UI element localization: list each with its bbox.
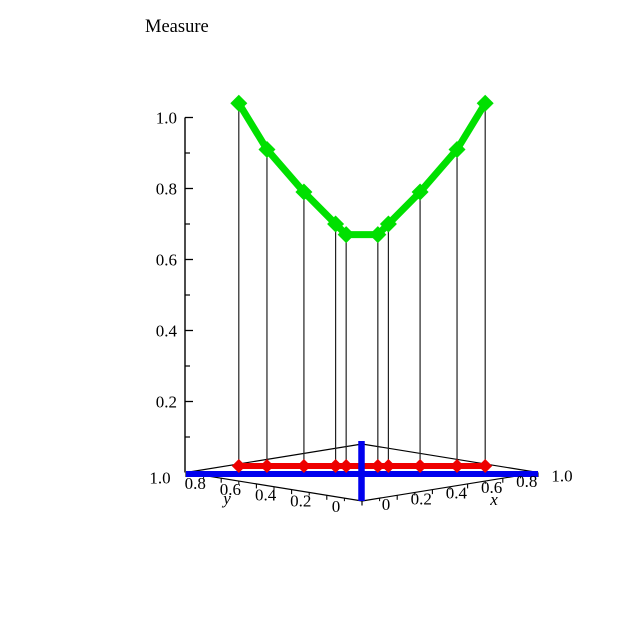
measure-axis-tick-label: 0.4 (156, 322, 178, 341)
measure-axis-group (184, 116, 193, 473)
x-axis-tick-label: 1.0 (551, 467, 572, 486)
projection-point-marker (339, 459, 354, 473)
projection-point-marker (381, 459, 396, 473)
x-axis-tick-label: 0.4 (446, 484, 468, 503)
measure-point-marker (448, 140, 466, 158)
measure-point-marker (411, 183, 429, 201)
measure-axis-tick-label: 1.0 (156, 109, 177, 128)
measure-axis-tick-label: 0.2 (156, 393, 177, 412)
y-axis-tick-label: 0.6 (220, 480, 241, 499)
x-axis-tick-label: 0.6 (481, 478, 502, 497)
chart-title: Measure (145, 17, 209, 37)
measure-point-marker (327, 215, 345, 233)
measure-axis-tick-label: 0.6 (156, 251, 177, 270)
drop-lines-group (238, 103, 486, 466)
measure-point-marker (379, 215, 397, 233)
measure-point-marker (337, 226, 355, 244)
x-axis-tick-label: 0 (382, 495, 391, 514)
x-axis-label: x (489, 490, 498, 509)
measure-curve (235, 99, 489, 239)
measure-point-marker (476, 94, 494, 112)
measure-point-marker (258, 140, 276, 158)
y-axis-tick-label: 0.2 (290, 491, 311, 510)
tick-labels-group: 1.0 0.8 0.6 0.4 0.2 1.0 0.8 0.6 0.4 0.2 0 0 0.2 0.4 0.… (149, 109, 572, 517)
y-axis-tick-label: 0.8 (185, 474, 206, 493)
measure-curve-group (230, 94, 494, 244)
y-axis-tick-label: 1.0 (149, 469, 170, 488)
projection-point-marker (328, 459, 343, 473)
projection-point-marker (296, 459, 311, 473)
projection-marker-group (231, 459, 493, 473)
measure-axis-tick-label: 0.8 (156, 180, 177, 199)
measure-point-marker (230, 94, 248, 112)
projection-point-marker (478, 459, 493, 473)
projection-point-marker (413, 459, 428, 473)
x-axis-tick-label: 0.2 (411, 489, 432, 508)
projection-point-marker (231, 459, 246, 473)
x-axis-tick-label: 0.8 (516, 472, 537, 491)
diagonal-axes-group (186, 441, 538, 501)
projection-point-marker (450, 459, 465, 473)
measure-point-marker (295, 183, 313, 201)
measure-point-marker (369, 226, 387, 244)
projection-point-marker (370, 459, 385, 473)
y-axis-tick-label: 0 (332, 497, 341, 516)
projection-point-marker (259, 459, 274, 473)
y-axis-tick-label: 0.4 (255, 486, 277, 505)
y-axis-label: y (221, 489, 231, 508)
